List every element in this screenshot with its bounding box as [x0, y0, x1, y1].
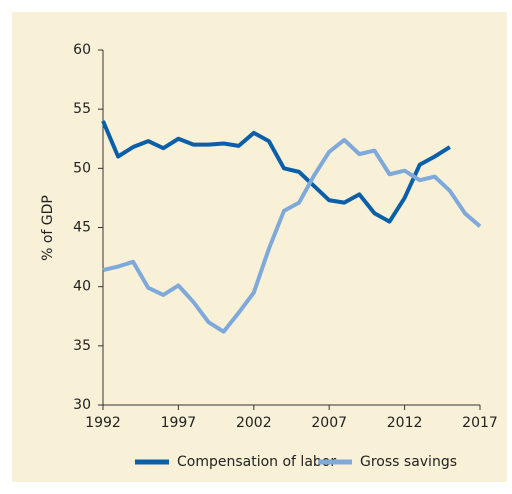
- y-tick-label: 60: [73, 42, 91, 58]
- y-tick-label: 30: [73, 397, 91, 413]
- y-tick-label: 45: [73, 220, 91, 236]
- x-tick-label: 2012: [387, 415, 423, 431]
- legend-label: Gross savings: [360, 454, 457, 470]
- y-tick-label: 50: [73, 160, 91, 176]
- x-tick-label: 1997: [161, 415, 197, 431]
- y-tick-label: 40: [73, 279, 91, 295]
- y-axis-label: % of GDP: [40, 195, 56, 261]
- background: [12, 12, 507, 482]
- x-tick-label: 2007: [311, 415, 347, 431]
- x-tick-label: 2002: [236, 415, 272, 431]
- x-tick-label: 1992: [85, 415, 121, 431]
- series-line: [102, 137, 482, 334]
- x-tick-label: 2017: [462, 415, 498, 431]
- y-tick-label: 35: [73, 338, 91, 354]
- y-tick-label: 55: [73, 101, 91, 117]
- legend-label: Compensation of labor: [177, 454, 336, 470]
- series-line: [101, 120, 451, 224]
